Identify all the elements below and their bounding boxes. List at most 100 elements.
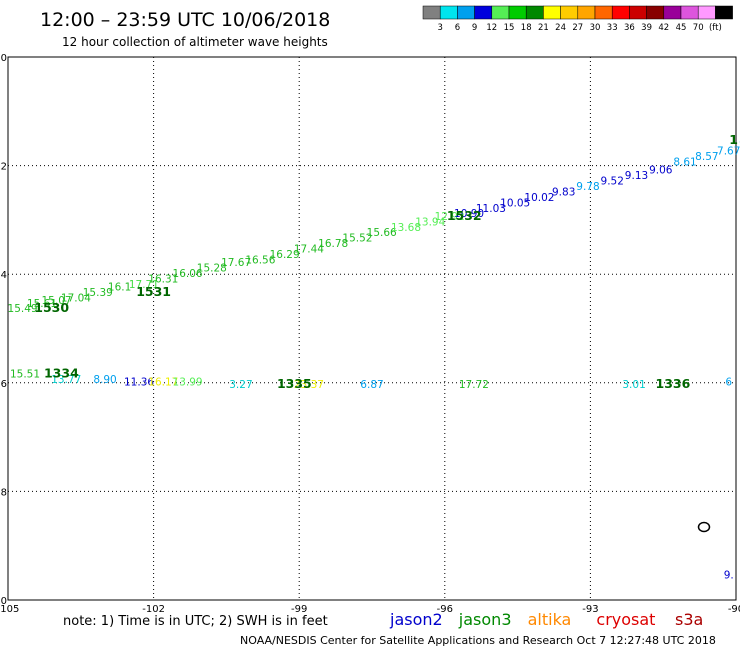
swh-point-label: 3.01: [622, 379, 645, 391]
legend-swatch: [629, 5, 647, 20]
legend-tick-label: 45: [676, 23, 687, 33]
satellite-legend-altika: altika: [528, 610, 572, 629]
swh-point-label: 11.36: [124, 377, 154, 389]
legend-tick-label: 36: [624, 23, 635, 33]
y-tick-label: -60: [0, 53, 7, 64]
pass-time-label: 1: [729, 132, 738, 147]
legend-tick-label: 21: [538, 23, 549, 33]
swh-point-label: 9.78: [576, 181, 599, 193]
swh-point-label: 9.52: [601, 176, 624, 188]
pass-time-label: 1336: [656, 376, 691, 391]
legend-tick-label: 12: [486, 23, 497, 33]
swh-point-label: 16.56: [245, 254, 275, 266]
swh-point-label: 16.78: [318, 238, 348, 250]
legend-swatch: [577, 5, 596, 20]
swh-point-label: 9.06: [649, 165, 673, 177]
swh-point-label: 16.06: [173, 268, 203, 280]
footer-note: note: 1) Time is in UTC; 2) SWH is in fe…: [63, 614, 328, 629]
satellite-legend-s3a: s3a: [675, 610, 703, 629]
swh-point-label: 13.99: [173, 377, 203, 389]
legend-tick-label: 27: [572, 23, 583, 33]
legend-swatch: [491, 5, 510, 20]
swh-point-label: 8.57: [695, 151, 718, 163]
legend-tick-label: 42: [658, 23, 669, 33]
swh-point-label: 10.90: [454, 208, 484, 220]
plot-area: -105-102-99-96-93-90 -60-62-64-66-68-70 …: [0, 53, 740, 615]
y-axis-ticks: -60 -62 -64 -66 -68 -70: [0, 53, 7, 607]
legend-tick-label: (ft): [709, 23, 722, 33]
plot-frame: [7, 56, 737, 601]
y-tick-label: -66: [0, 379, 7, 390]
legend-swatch: [525, 5, 544, 20]
legend-tick-label: 24: [555, 23, 566, 33]
satellite-legend-jason2: jason2: [389, 610, 443, 629]
swh-point-label: 15.52: [342, 233, 372, 245]
swh-point-label: 8.90: [93, 374, 116, 386]
legend-tick-label: 6: [455, 23, 460, 33]
legend-swatch: [697, 5, 716, 20]
swh-point-label: 6: [725, 377, 732, 389]
swh-point-label: 3.27: [229, 379, 252, 391]
swh-point-label: 6.87: [360, 379, 383, 391]
swh-point-label: 13.68: [391, 222, 421, 234]
x-tick-label: -90: [728, 604, 740, 615]
island-outline: [697, 521, 711, 533]
swh-point-label: 9.13: [625, 170, 648, 182]
swh-point-label: 16.17: [148, 377, 178, 389]
legend-swatch: [422, 5, 441, 20]
swh-point-label: 15.66: [367, 227, 397, 239]
chart-subtitle: 12 hour collection of altimeter wave hei…: [62, 35, 328, 49]
legend-swatch: [611, 5, 630, 20]
legend-tick-label: 39: [641, 23, 652, 33]
swh-point-label: 10.02: [524, 192, 554, 204]
satellite-legend-jason3: jason3: [458, 610, 512, 629]
pass-time-label: 1532: [447, 208, 482, 223]
swh-point-label: 15.39: [83, 287, 113, 299]
swh-point-label: 8.61: [673, 157, 696, 169]
swh-point-label: 11.03: [476, 203, 506, 215]
swh-point-label: 17.44: [294, 243, 324, 255]
satellite-legend-cryosat: cryosat: [596, 610, 655, 629]
legend-swatch: [680, 5, 699, 20]
legend-swatch: [474, 5, 493, 20]
y-tick-label: -70: [0, 596, 7, 607]
legend-tick-label: 3: [437, 23, 442, 33]
pass-time-label: 1335: [277, 376, 312, 391]
x-tick-label: -102: [142, 604, 165, 615]
swh-point-label: 16.29: [270, 249, 300, 261]
swh-point-label: 16.1: [108, 281, 131, 293]
legend-tick-label: 70: [693, 23, 704, 33]
pass-time-label: 1531: [136, 284, 171, 299]
swh-point-label: 15.28: [197, 262, 227, 274]
legend-tick-label: 9: [472, 23, 477, 33]
color-legend: 3 6 9 12 15 18 21 24 27 30 33 36 39 42 45 70 (ft): [422, 5, 733, 33]
swh-point-label: 17.04: [61, 292, 91, 304]
footer-credit: NOAA/NESDIS Center for Satellite Applica…: [240, 634, 716, 647]
legend-tick-label: 18: [521, 23, 532, 33]
legend-tick-label: 15: [504, 23, 515, 33]
swh-point-label: 16.31: [148, 273, 178, 285]
pass-time-label: 1334: [44, 365, 79, 380]
swh-point-label: 10.05: [500, 197, 530, 209]
y-tick-label: -68: [0, 487, 7, 498]
swh-point-label: 9.83: [552, 186, 575, 198]
pass-time-label: 1530: [34, 300, 69, 315]
swh-point-label: 7.94: [739, 140, 740, 152]
swh-point-label: 9.: [724, 569, 734, 581]
legend-swatch: [594, 5, 613, 20]
chart-title: 12:00 – 23:59 UTC 10/06/2018: [40, 9, 330, 31]
x-tick-label: -105: [0, 604, 19, 615]
legend-swatch: [439, 5, 458, 20]
satellite-legend: jason2 jason3 altika cryosat s3a: [389, 610, 703, 629]
swh-point-label: 17.71: [129, 279, 159, 291]
swh-point-label: 15.49: [8, 303, 38, 315]
swh-point-label: 15.07: [42, 295, 72, 307]
x-tick-label: -99: [291, 604, 307, 615]
legend-swatch: [508, 5, 527, 20]
legend-swatch: [543, 5, 561, 20]
swh-point-label: 13.77: [51, 374, 81, 386]
x-axis-ticks: -105 -102 -99 -96 -93 -90: [0, 604, 740, 615]
legend-swatch: [560, 5, 579, 20]
